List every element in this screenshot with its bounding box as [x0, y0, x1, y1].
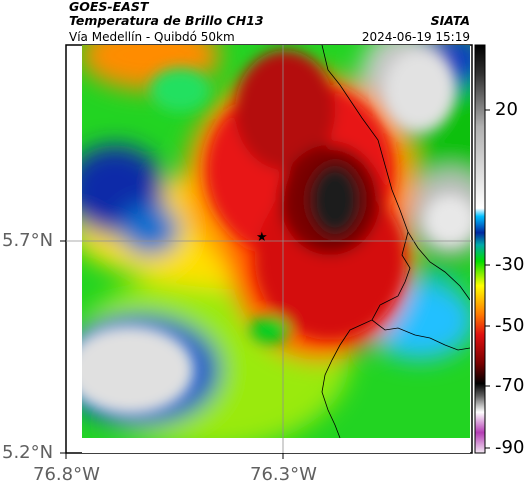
lon-label-76-8: 76.8°W [33, 464, 100, 485]
organization-label: SIATA [430, 13, 470, 28]
border-lines [321, 45, 470, 438]
axis-ticks [60, 240, 284, 459]
graticule [66, 45, 472, 453]
route-label: Vía Medellín - Quibdó 50km [69, 30, 235, 44]
colorbar [474, 44, 486, 454]
product-title: Temperatura de Brillo CH13 [69, 13, 264, 28]
colorbar-ticks [485, 109, 490, 449]
colorbar-tick-minus-50: -50 [495, 315, 525, 336]
lon-label-76-3: 76.3°W [250, 464, 317, 485]
timestamp-label: 2024-06-19 15:19 [361, 30, 470, 44]
lat-label-5-2: 5.2°N [2, 442, 54, 463]
lat-label-5-7: 5.7°N [2, 230, 54, 251]
satellite-source: GOES-EAST [69, 0, 149, 14]
location-star-icon: ★ [256, 230, 268, 245]
colorbar-tick-20: 20 [495, 99, 518, 120]
colorbar-tick-minus-30: -30 [495, 254, 525, 275]
colorbar-tick-minus-70: -70 [495, 375, 525, 396]
colorbar-tick-minus-90: -90 [495, 437, 525, 458]
brightness-temperature-imagery [82, 45, 470, 438]
